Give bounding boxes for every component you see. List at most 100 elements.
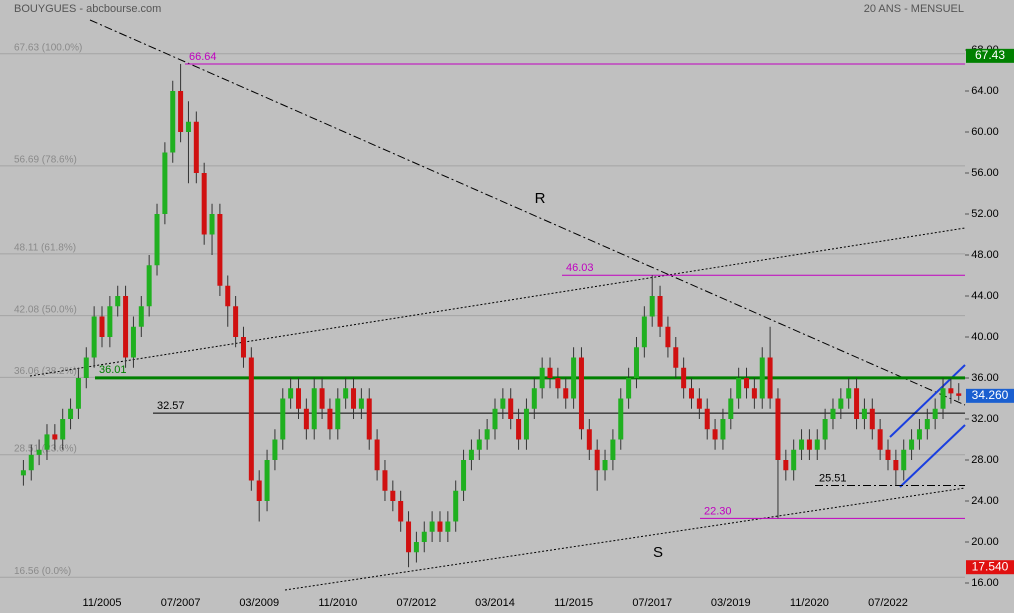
x-tick-label: 11/2005 — [83, 597, 122, 609]
candle-body — [547, 367, 553, 378]
y-tick-label: 24.00 — [971, 495, 999, 507]
x-tick-label: 07/2012 — [397, 597, 437, 609]
candle-body — [437, 521, 443, 532]
chart-title: BOUYGUES - abcbourse.com — [14, 3, 161, 15]
candle-body — [44, 434, 50, 450]
candle-body — [563, 388, 569, 399]
candle-body — [649, 296, 655, 317]
candle-body — [618, 398, 624, 440]
candle-body — [240, 337, 246, 358]
candle-body — [822, 419, 828, 440]
fib-layer: 67.63 (100.0%) 56.69 (78.6%) 48.11 (61.8%)… — [0, 42, 965, 578]
price-tag — [966, 560, 1014, 575]
y-tick-label: 20.00 — [971, 536, 999, 548]
candle-body — [578, 357, 584, 430]
candle-body — [193, 121, 199, 173]
fib-label: 42.08 (50.0%) — [14, 304, 77, 315]
candle-body — [68, 408, 74, 419]
x-tick-label: 11/2015 — [554, 597, 593, 609]
candle-body — [751, 388, 757, 399]
candle-body — [303, 408, 309, 430]
level-label: 46.03 — [566, 262, 594, 274]
candle-body — [696, 398, 702, 409]
x-tick-label: 11/2020 — [790, 597, 829, 609]
candle-body — [185, 121, 191, 132]
candle-body — [343, 388, 349, 399]
x-tick-label: 03/2009 — [239, 597, 279, 609]
candle-body — [107, 306, 113, 337]
annotation: S — [653, 544, 663, 561]
candle-body — [327, 408, 333, 430]
fib-label: 48.11 (61.8%) — [14, 243, 76, 254]
candle-body — [767, 357, 773, 399]
y-tick-label: 56.00 — [971, 167, 999, 179]
candle-body — [901, 449, 907, 471]
candle-body — [256, 480, 262, 501]
candle-body — [869, 408, 875, 430]
y-tick-label: 32.00 — [971, 413, 999, 425]
x-tick-label: 03/2014 — [475, 597, 515, 609]
candle-body — [956, 393, 962, 396]
candle-body — [398, 501, 404, 522]
level-label: 32.57 — [157, 400, 185, 412]
candle-body — [445, 521, 451, 532]
candles-layer — [20, 63, 962, 568]
candle-body — [523, 408, 529, 440]
candle-body — [681, 367, 687, 389]
candle-body — [673, 347, 679, 368]
candle-body — [75, 378, 81, 409]
candle-body — [799, 439, 805, 450]
y-tick-label: 28.00 — [971, 454, 999, 466]
candle-body — [736, 378, 742, 399]
fib-label: 36.06 (38.2%) — [14, 366, 77, 377]
candle-body — [36, 449, 42, 455]
candle-body — [940, 388, 946, 409]
candle-body — [319, 388, 325, 409]
price-tag — [966, 388, 1014, 403]
candle-body — [351, 388, 357, 409]
candle-body — [162, 152, 168, 214]
candle-body — [154, 214, 160, 266]
candle-body — [99, 316, 105, 337]
candle-body — [854, 388, 860, 419]
price-tag — [966, 48, 1014, 63]
y-tick-label: 36.00 — [971, 372, 999, 384]
resistance-trendline — [89, 19, 966, 406]
y-tick-label: 40.00 — [971, 331, 999, 343]
candle-body — [201, 173, 207, 235]
candle-body — [461, 460, 467, 491]
x-tick-label: 03/2019 — [711, 597, 751, 609]
candle-body — [296, 388, 301, 409]
candle-body — [170, 91, 176, 153]
candle-body — [744, 378, 750, 389]
candle-body — [178, 91, 184, 132]
candle-body — [288, 388, 294, 399]
fib-label: 16.56 (0.0%) — [14, 566, 71, 577]
axis-layer: 16.00 20.00 24.00 28.00 32.00 36.00 40.00 44.00… — [83, 44, 1014, 609]
candle-body — [225, 285, 231, 307]
y-tick-label: 48.00 — [971, 249, 999, 261]
candle-body — [586, 429, 592, 450]
candle-body — [500, 398, 506, 409]
y-tick-label: 64.00 — [971, 85, 999, 97]
candle-body — [893, 460, 899, 471]
candle-body — [877, 429, 883, 450]
candle-body — [123, 296, 129, 358]
candle-body — [146, 265, 152, 307]
chart-subtitle: 20 ANS - MENSUEL — [864, 3, 964, 15]
candle-body — [665, 326, 671, 348]
candle-body — [728, 398, 734, 419]
candle-body — [610, 439, 616, 460]
candle-body — [594, 449, 600, 471]
levels-layer: 66.64 46.03 22.30 36.01 32.57 25.51 — [95, 51, 965, 519]
candle-body — [83, 357, 89, 378]
candle-body — [657, 296, 663, 327]
candle-body — [909, 439, 915, 450]
candle-body — [272, 439, 278, 460]
candle-body — [492, 408, 498, 430]
candle-body — [382, 470, 388, 491]
candle-body — [468, 449, 474, 460]
candle-body — [390, 490, 396, 501]
x-tick-label: 07/2007 — [161, 597, 201, 609]
